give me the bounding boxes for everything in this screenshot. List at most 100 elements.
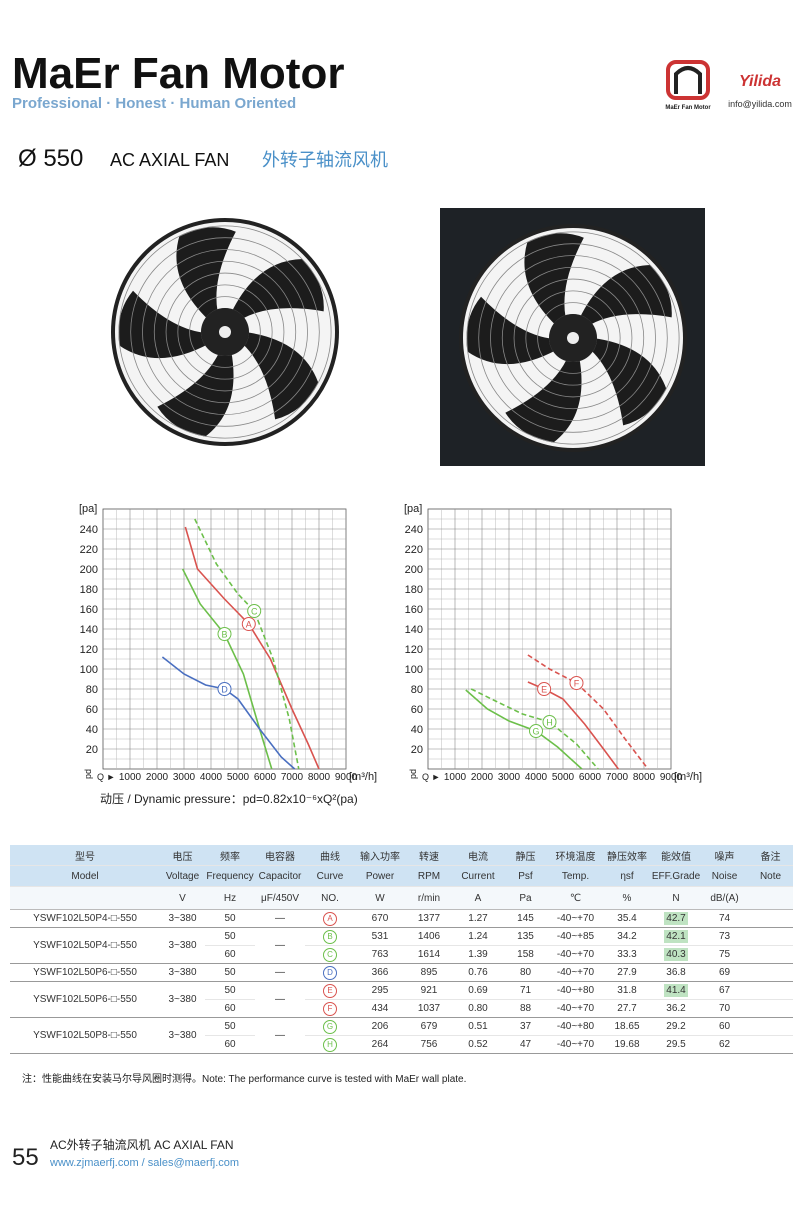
- noise-cell: 74: [701, 909, 748, 928]
- fan-hub-center: [219, 326, 231, 338]
- data-row: YSWF102L50P8-□-550 3~380 50— G 206 679 0.51 37-…: [10, 1017, 793, 1054]
- y-tick-label: 220: [80, 544, 98, 556]
- header-en: Temp.: [548, 865, 603, 887]
- curve-label: F: [574, 679, 580, 689]
- fan-guard: [165, 272, 285, 392]
- fan-hub-center: [567, 332, 579, 344]
- y-symbol: pd: [83, 769, 93, 779]
- grade-cell: 36.2: [651, 999, 701, 1018]
- current-cell: 0.51: [453, 1017, 503, 1036]
- capacitor-cell: —: [255, 981, 305, 1018]
- x-symbol: Q ►: [97, 772, 115, 782]
- fan-guard: [501, 266, 645, 410]
- curve-label-circle: [247, 604, 262, 618]
- header-en: Psf: [503, 865, 548, 887]
- performance-curve: [527, 654, 649, 770]
- fan-guard: [513, 278, 633, 398]
- psf-cell: 88: [503, 999, 548, 1018]
- header-zh: 电压: [160, 845, 205, 866]
- capacitor-cell: —: [255, 909, 305, 928]
- curve-label: H: [546, 718, 553, 728]
- unit-cell: NO.: [305, 886, 355, 910]
- eff-cell: 35.4: [603, 909, 651, 928]
- power-cell: 670: [355, 909, 405, 928]
- header-zh: 曲线: [305, 845, 355, 866]
- rpm-cell: 1614: [405, 945, 453, 964]
- curve-label: A: [246, 620, 252, 630]
- fan-blade: [505, 357, 582, 443]
- grade-cell: 42.7: [651, 909, 701, 928]
- data-row: YSWF102L50P4-□-550 3~380 50— A 670 1377 1.27 14…: [10, 909, 793, 928]
- grade-value: 42.1: [664, 930, 688, 943]
- y-tick-label: 240: [405, 524, 423, 536]
- header-en: RPM: [405, 865, 453, 887]
- curve-tag: C: [323, 947, 337, 962]
- noise-cell: 75: [701, 945, 748, 964]
- spec-table: 型号 电压 频率 电容器 曲线 输入功率 转速 电流 静压 环境温度 静压效率 能效值 噪声 备注 Mode…: [10, 845, 793, 1054]
- header-zh: 静压: [503, 845, 548, 866]
- current-cell: 0.52: [453, 1035, 503, 1054]
- unit-cell: N: [651, 886, 701, 910]
- data-row: YSWF102L50P4-□-550 3~380 50— B 531 1406 1.24 13…: [10, 927, 793, 964]
- current-cell: 1.27: [453, 909, 503, 928]
- curve-label-circle: [537, 682, 552, 696]
- header-zh: 静压效率: [603, 845, 651, 866]
- y-tick-label: 20: [86, 744, 98, 756]
- x-tick-label: 8000: [633, 772, 656, 783]
- x-tick-label: 6000: [579, 772, 602, 783]
- capacitor-cell: —: [255, 1017, 305, 1054]
- fan-guard: [153, 260, 297, 404]
- performance-curve: [184, 526, 320, 770]
- curve-cell: A: [305, 909, 355, 928]
- fan-guard: [130, 237, 320, 427]
- header-en: Note: [748, 865, 793, 887]
- y-tick-label: 240: [80, 524, 98, 536]
- curve-cell: F: [305, 999, 355, 1018]
- noise-cell: 69: [701, 963, 748, 982]
- curve-label-circle: [542, 715, 557, 729]
- x-tick-label: 4000: [525, 772, 548, 783]
- x-tick-label: 2000: [146, 772, 169, 783]
- y-tick-label: 20: [411, 744, 423, 756]
- model-cell: YSWF102L50P4-□-550: [10, 909, 160, 928]
- capacitor-cell: —: [255, 927, 305, 964]
- temp-cell: -40~+70: [548, 963, 603, 982]
- noise-cell: 62: [701, 1035, 748, 1054]
- y-tick-label: 200: [80, 564, 98, 576]
- x-tick-label: 1000: [119, 772, 142, 783]
- grade-cell: 29.5: [651, 1035, 701, 1054]
- x-tick-label: 7000: [281, 772, 304, 783]
- y-tick-label: 80: [86, 684, 98, 696]
- psf-cell: 145: [503, 909, 548, 928]
- unit-cell: r/min: [405, 886, 453, 910]
- x-tick-label: 7000: [606, 772, 629, 783]
- rpm-cell: 679: [405, 1017, 453, 1036]
- fan-blade: [579, 264, 672, 325]
- temp-cell: -40~+70: [548, 945, 603, 964]
- y-unit: [pa]: [79, 503, 97, 515]
- fan-image: [111, 218, 339, 446]
- curve-label-circle: [217, 627, 232, 641]
- fan-guard: [177, 284, 273, 380]
- note: 注：性能曲线在安装马尔导风圈时测得。Note: The performance …: [22, 1072, 466, 1085]
- grade-cell: 36.8: [651, 963, 701, 982]
- x-tick-label: 6000: [254, 772, 277, 783]
- rpm-cell: 756: [405, 1035, 453, 1054]
- brand-caption: MaEr Fan Motor: [665, 105, 711, 111]
- temp-cell: -40~+70: [548, 909, 603, 928]
- y-tick-label: 120: [405, 644, 423, 656]
- note-cell: [748, 963, 793, 982]
- header-en: Curve: [305, 865, 355, 887]
- temp-cell: -40~+80: [548, 981, 603, 1000]
- curve-tag: A: [323, 911, 337, 926]
- hz-cell: 50: [205, 981, 255, 1000]
- fan-guard: [142, 249, 308, 415]
- product-name: AC AXIAL FAN: [110, 150, 229, 170]
- voltage-cell: 3~380: [160, 909, 205, 928]
- voltage-cell: 3~380: [160, 963, 205, 982]
- temp-cell: -40~+70: [548, 1035, 603, 1054]
- performance-curve: [161, 656, 296, 770]
- header-row: Model Voltage Frequency Capacitor Curve Power…: [10, 865, 793, 887]
- fan-image: [459, 224, 687, 452]
- header-en: Current: [453, 865, 503, 887]
